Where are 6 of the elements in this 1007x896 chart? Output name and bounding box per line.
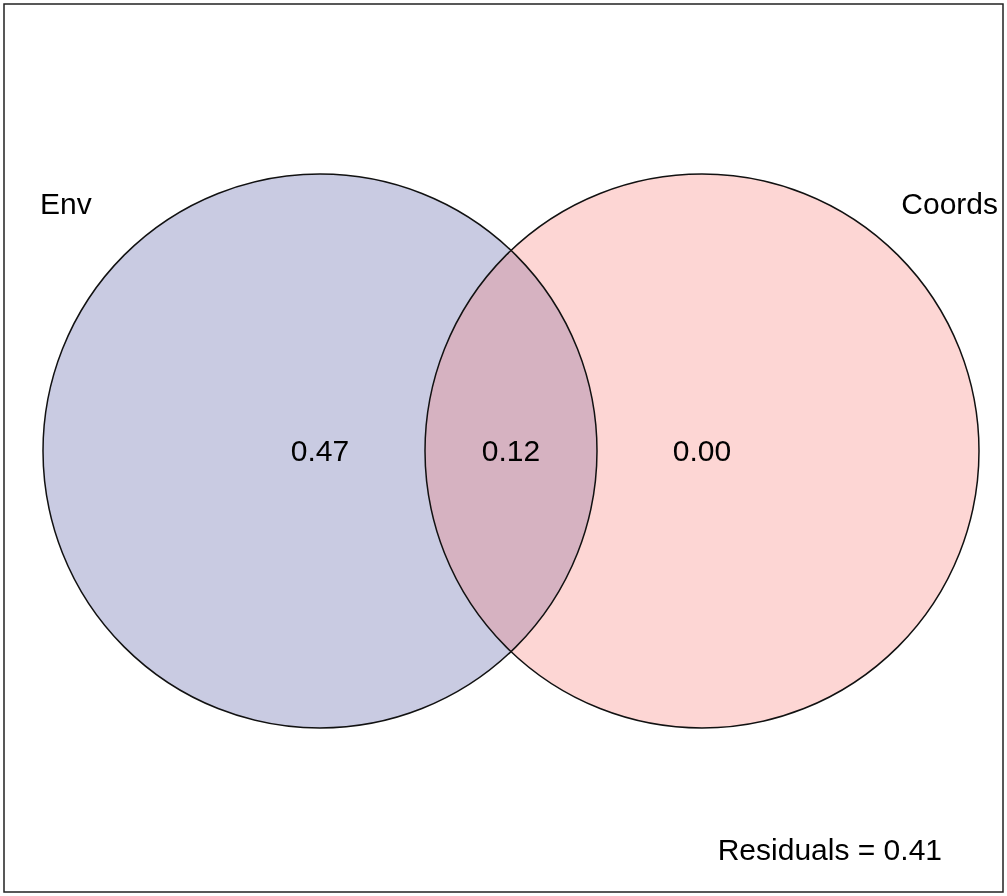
category-label: Coords — [901, 187, 998, 221]
text: Residuals = 0.41 — [717, 833, 942, 867]
data-label: 0.00 — [672, 434, 732, 468]
data-label: 0.12 — [481, 434, 541, 468]
category-label: Env — [40, 187, 92, 221]
data-label: 0.47 — [290, 434, 350, 468]
